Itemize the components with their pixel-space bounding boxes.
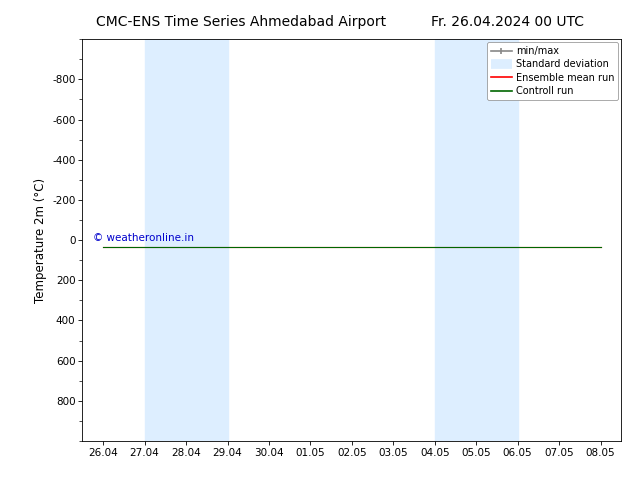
Legend: min/max, Standard deviation, Ensemble mean run, Controll run: min/max, Standard deviation, Ensemble me… xyxy=(487,42,618,100)
Bar xyxy=(145,39,228,441)
Text: CMC-ENS Time Series Ahmedabad Airport: CMC-ENS Time Series Ahmedabad Airport xyxy=(96,15,386,29)
Text: Fr. 26.04.2024 00 UTC: Fr. 26.04.2024 00 UTC xyxy=(430,15,584,29)
Y-axis label: Temperature 2m (°C): Temperature 2m (°C) xyxy=(34,177,46,303)
Bar xyxy=(435,39,518,441)
Text: © weatheronline.in: © weatheronline.in xyxy=(93,233,194,243)
